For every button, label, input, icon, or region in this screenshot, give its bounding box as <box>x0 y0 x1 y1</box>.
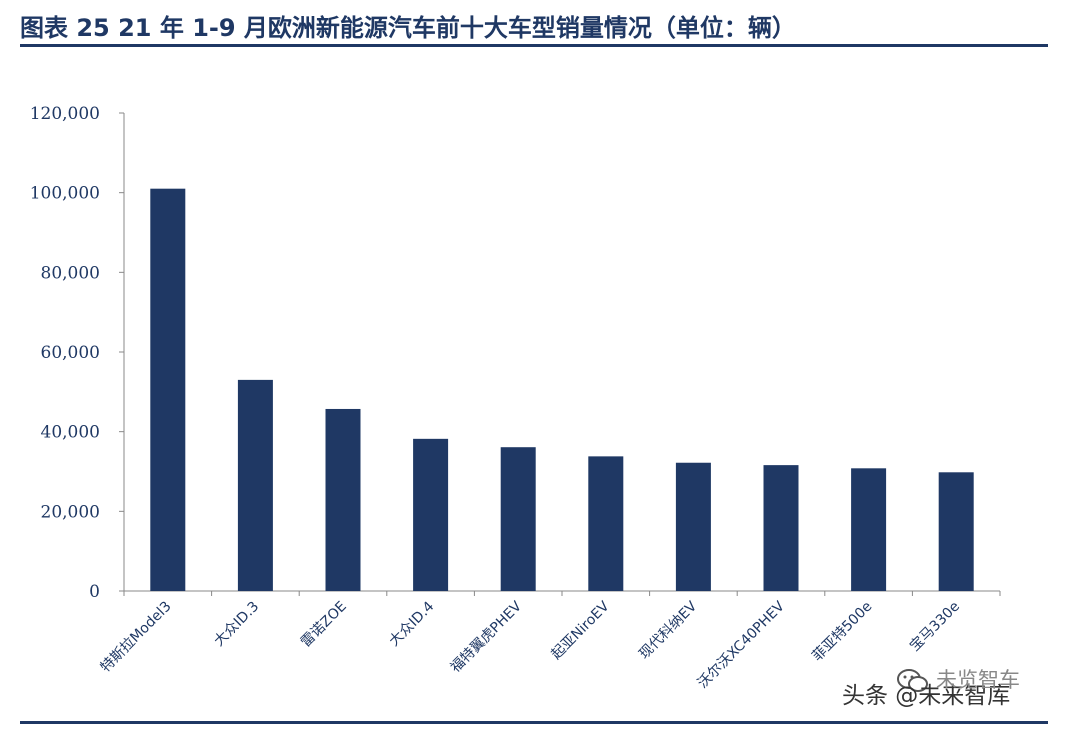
bar <box>763 465 799 591</box>
watermark-text: 头条 @未来智库 <box>842 683 1011 709</box>
bar <box>500 447 536 591</box>
bar <box>588 456 624 591</box>
wechat-icon <box>897 669 928 692</box>
x-tick-label: 福特翼虎PHEV <box>448 598 526 676</box>
y-axis <box>119 112 125 592</box>
y-tick-label: 120,000 <box>30 104 100 124</box>
bar <box>675 462 711 591</box>
bar <box>237 379 273 591</box>
bar <box>938 472 974 591</box>
x-tick-label: 现代科纳EV <box>636 598 700 662</box>
watermark: 头条 @未来智库 未览智车 <box>842 668 1020 710</box>
x-tick-label: 雷诺ZOE <box>298 599 350 651</box>
x-tick-label: 大众ID.3 <box>211 599 262 650</box>
y-tick-label: 0 <box>89 582 100 602</box>
x-tick-label: 特斯拉Model3 <box>98 599 175 676</box>
y-tick-label: 80,000 <box>41 263 100 283</box>
bar <box>325 408 361 591</box>
bar <box>150 188 186 591</box>
x-tick-label: 起亚NiroEV <box>548 598 613 663</box>
y-tick-label: 60,000 <box>41 343 100 363</box>
bars <box>150 188 974 591</box>
figure-title: 图表 25 21 年 1-9 月欧洲新能源汽车前十大车型销量情况（单位：辆） <box>20 14 796 42</box>
y-tick-label: 40,000 <box>41 423 100 443</box>
x-axis <box>123 590 1001 596</box>
bar <box>851 468 887 591</box>
x-tick-label: 宝马330e <box>907 599 963 655</box>
y-tick-label: 20,000 <box>41 502 100 522</box>
x-tick-label: 沃尔沃XC40PHEV <box>695 598 788 691</box>
x-tick-label: 大众ID.4 <box>386 598 437 649</box>
title-rule <box>20 44 1048 47</box>
bar <box>413 438 449 591</box>
watermark-overlay-text: 未览智车 <box>936 668 1020 692</box>
bottom-rule <box>20 721 1048 724</box>
y-tick-label: 100,000 <box>30 184 100 204</box>
x-tick-label: 菲亚特500e <box>809 599 875 665</box>
